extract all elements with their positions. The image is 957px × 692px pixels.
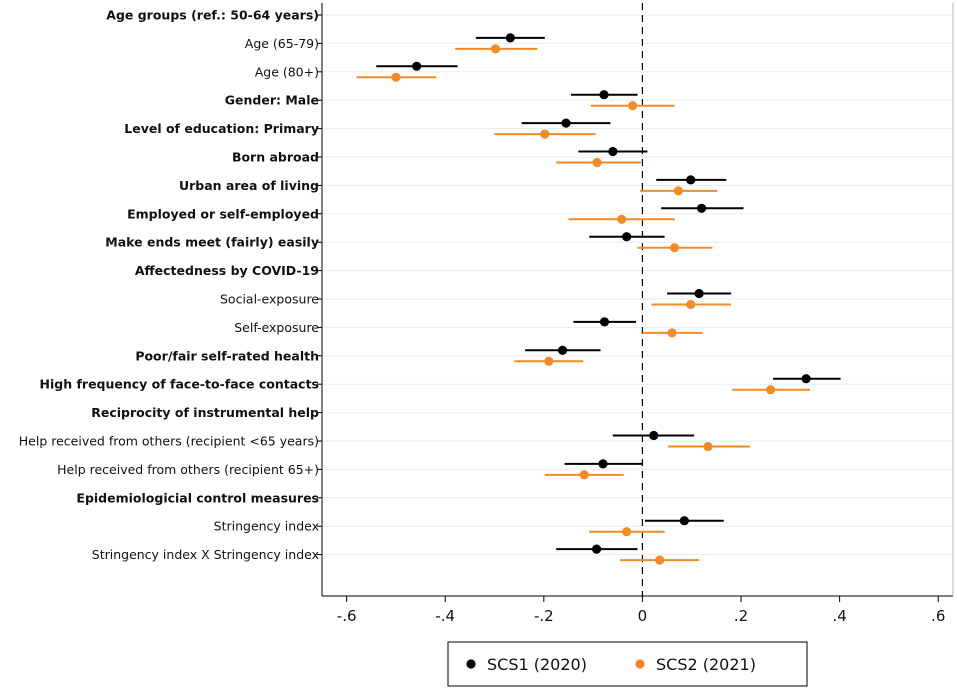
row-labels: Age groups (ref.: 50-64 years) Age (65-79…: [19, 8, 320, 563]
s2-point-estimate: [766, 385, 776, 395]
s2-point-estimate: [540, 129, 550, 139]
row-label: Help received from others (recipient 65+…: [57, 462, 319, 477]
s1-point-estimate: [801, 374, 811, 384]
s2-point-estimate: [667, 328, 677, 338]
s1-point-estimate: [622, 232, 632, 242]
s2-point-estimate: [622, 527, 632, 537]
x-tick-label: 0: [638, 607, 648, 625]
s2-point-estimate: [703, 441, 713, 452]
row-label: Age groups (ref.: 50-64 years): [106, 8, 319, 23]
row-label: Poor/fair self-rated health: [135, 348, 319, 363]
legend-box: [447, 641, 808, 687]
x-tick-label: .2: [734, 607, 748, 625]
s2-point-estimate: [673, 186, 684, 196]
row-label: Stringency index: [214, 519, 319, 534]
s2-point-estimate: [592, 157, 602, 168]
row-label: Gender: Male: [225, 93, 319, 108]
x-tick-label: -.6: [337, 607, 357, 625]
s1-point-estimate: [557, 345, 568, 355]
row-label: Stringency index X Stringency index: [92, 547, 319, 562]
s1-point-estimate: [696, 203, 707, 213]
row-label: Self-exposure: [234, 320, 319, 335]
s1-point-estimate: [694, 288, 704, 299]
s1-point-estimate: [598, 459, 608, 469]
x-tick-label: .6: [931, 607, 945, 625]
row-label: Social-exposure: [220, 292, 319, 307]
s2-point-estimate: [627, 101, 638, 111]
estimates: [356, 33, 841, 565]
row-label: Reciprocity of instrumental help: [91, 405, 319, 420]
row-label: Age (65-79): [245, 36, 319, 51]
s2-point-estimate: [490, 44, 501, 54]
s2-point-estimate: [391, 72, 401, 82]
row-label: High frequency of face-to-face contacts: [40, 377, 319, 392]
row-label: Help received from others (recipient <65…: [19, 434, 319, 449]
x-tick-label: -.2: [534, 607, 554, 625]
row-label: Epidemiologicial control measures: [76, 490, 319, 505]
s1-point-estimate: [649, 430, 659, 441]
legend-label: SCS1 (2020): [487, 655, 587, 674]
legend: SCS1 (2020) SCS2 (2021): [447, 641, 808, 687]
s1-point-estimate: [561, 118, 571, 128]
legend-marker: [466, 659, 476, 669]
s1-point-estimate: [679, 516, 689, 526]
row-label: Born abroad: [232, 150, 319, 165]
s1-point-estimate: [599, 90, 609, 100]
legend-label: SCS2 (2021): [656, 655, 756, 674]
legend-marker: [635, 659, 645, 669]
s2-point-estimate: [579, 470, 589, 480]
s1-point-estimate: [412, 61, 422, 71]
row-label: Employed or self-employed: [127, 206, 319, 221]
axes: -.6 -.4 -.2 0 .2 .4 .6: [317, 3, 954, 625]
s1-point-estimate: [505, 33, 515, 43]
gridlines: [322, 14, 953, 556]
s1-point-estimate: [591, 544, 602, 554]
s2-point-estimate: [655, 555, 665, 565]
s2-point-estimate: [544, 356, 554, 366]
s1-point-estimate: [686, 175, 696, 185]
row-label: Level of education: Primary: [124, 121, 319, 136]
x-tick-label: -.4: [435, 607, 455, 625]
row-label: Urban area of living: [179, 178, 319, 193]
s2-point-estimate: [686, 299, 696, 310]
row-label: Make ends meet (fairly) easily: [105, 235, 319, 250]
row-label: Age (80+): [255, 64, 319, 79]
s2-point-estimate: [669, 243, 680, 253]
s2-point-estimate: [617, 214, 627, 224]
row-label: Affectedness by COVID-19: [135, 263, 319, 278]
x-tick-label: .4: [832, 607, 846, 625]
s1-point-estimate: [608, 146, 618, 157]
s1-point-estimate: [599, 317, 610, 327]
